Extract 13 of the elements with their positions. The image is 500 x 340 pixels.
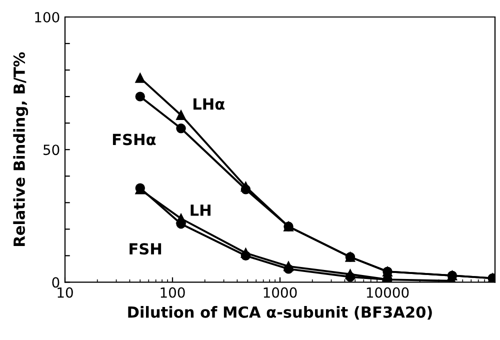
y-axis-title: Relative Binding, B/T% [13, 52, 28, 246]
series-label: LH [190, 204, 210, 216]
x-tick-label: 10000 [366, 287, 409, 298]
series-label: LHα [194, 98, 224, 110]
y-tick-label: 100 [35, 12, 60, 22]
y-tick-label: 50 [44, 144, 60, 156]
x-axis-title: Dilution of MCA α-subunit (BF3A20) [128, 306, 432, 320]
x-tick-label: 10 [58, 287, 73, 298]
series-label: FSH [130, 243, 162, 255]
y-tick-label: 0 [52, 277, 60, 288]
series-label: FSHα [112, 134, 156, 146]
x-tick-label: 100 [160, 287, 185, 298]
x-tick-label: 1000 [264, 287, 297, 298]
